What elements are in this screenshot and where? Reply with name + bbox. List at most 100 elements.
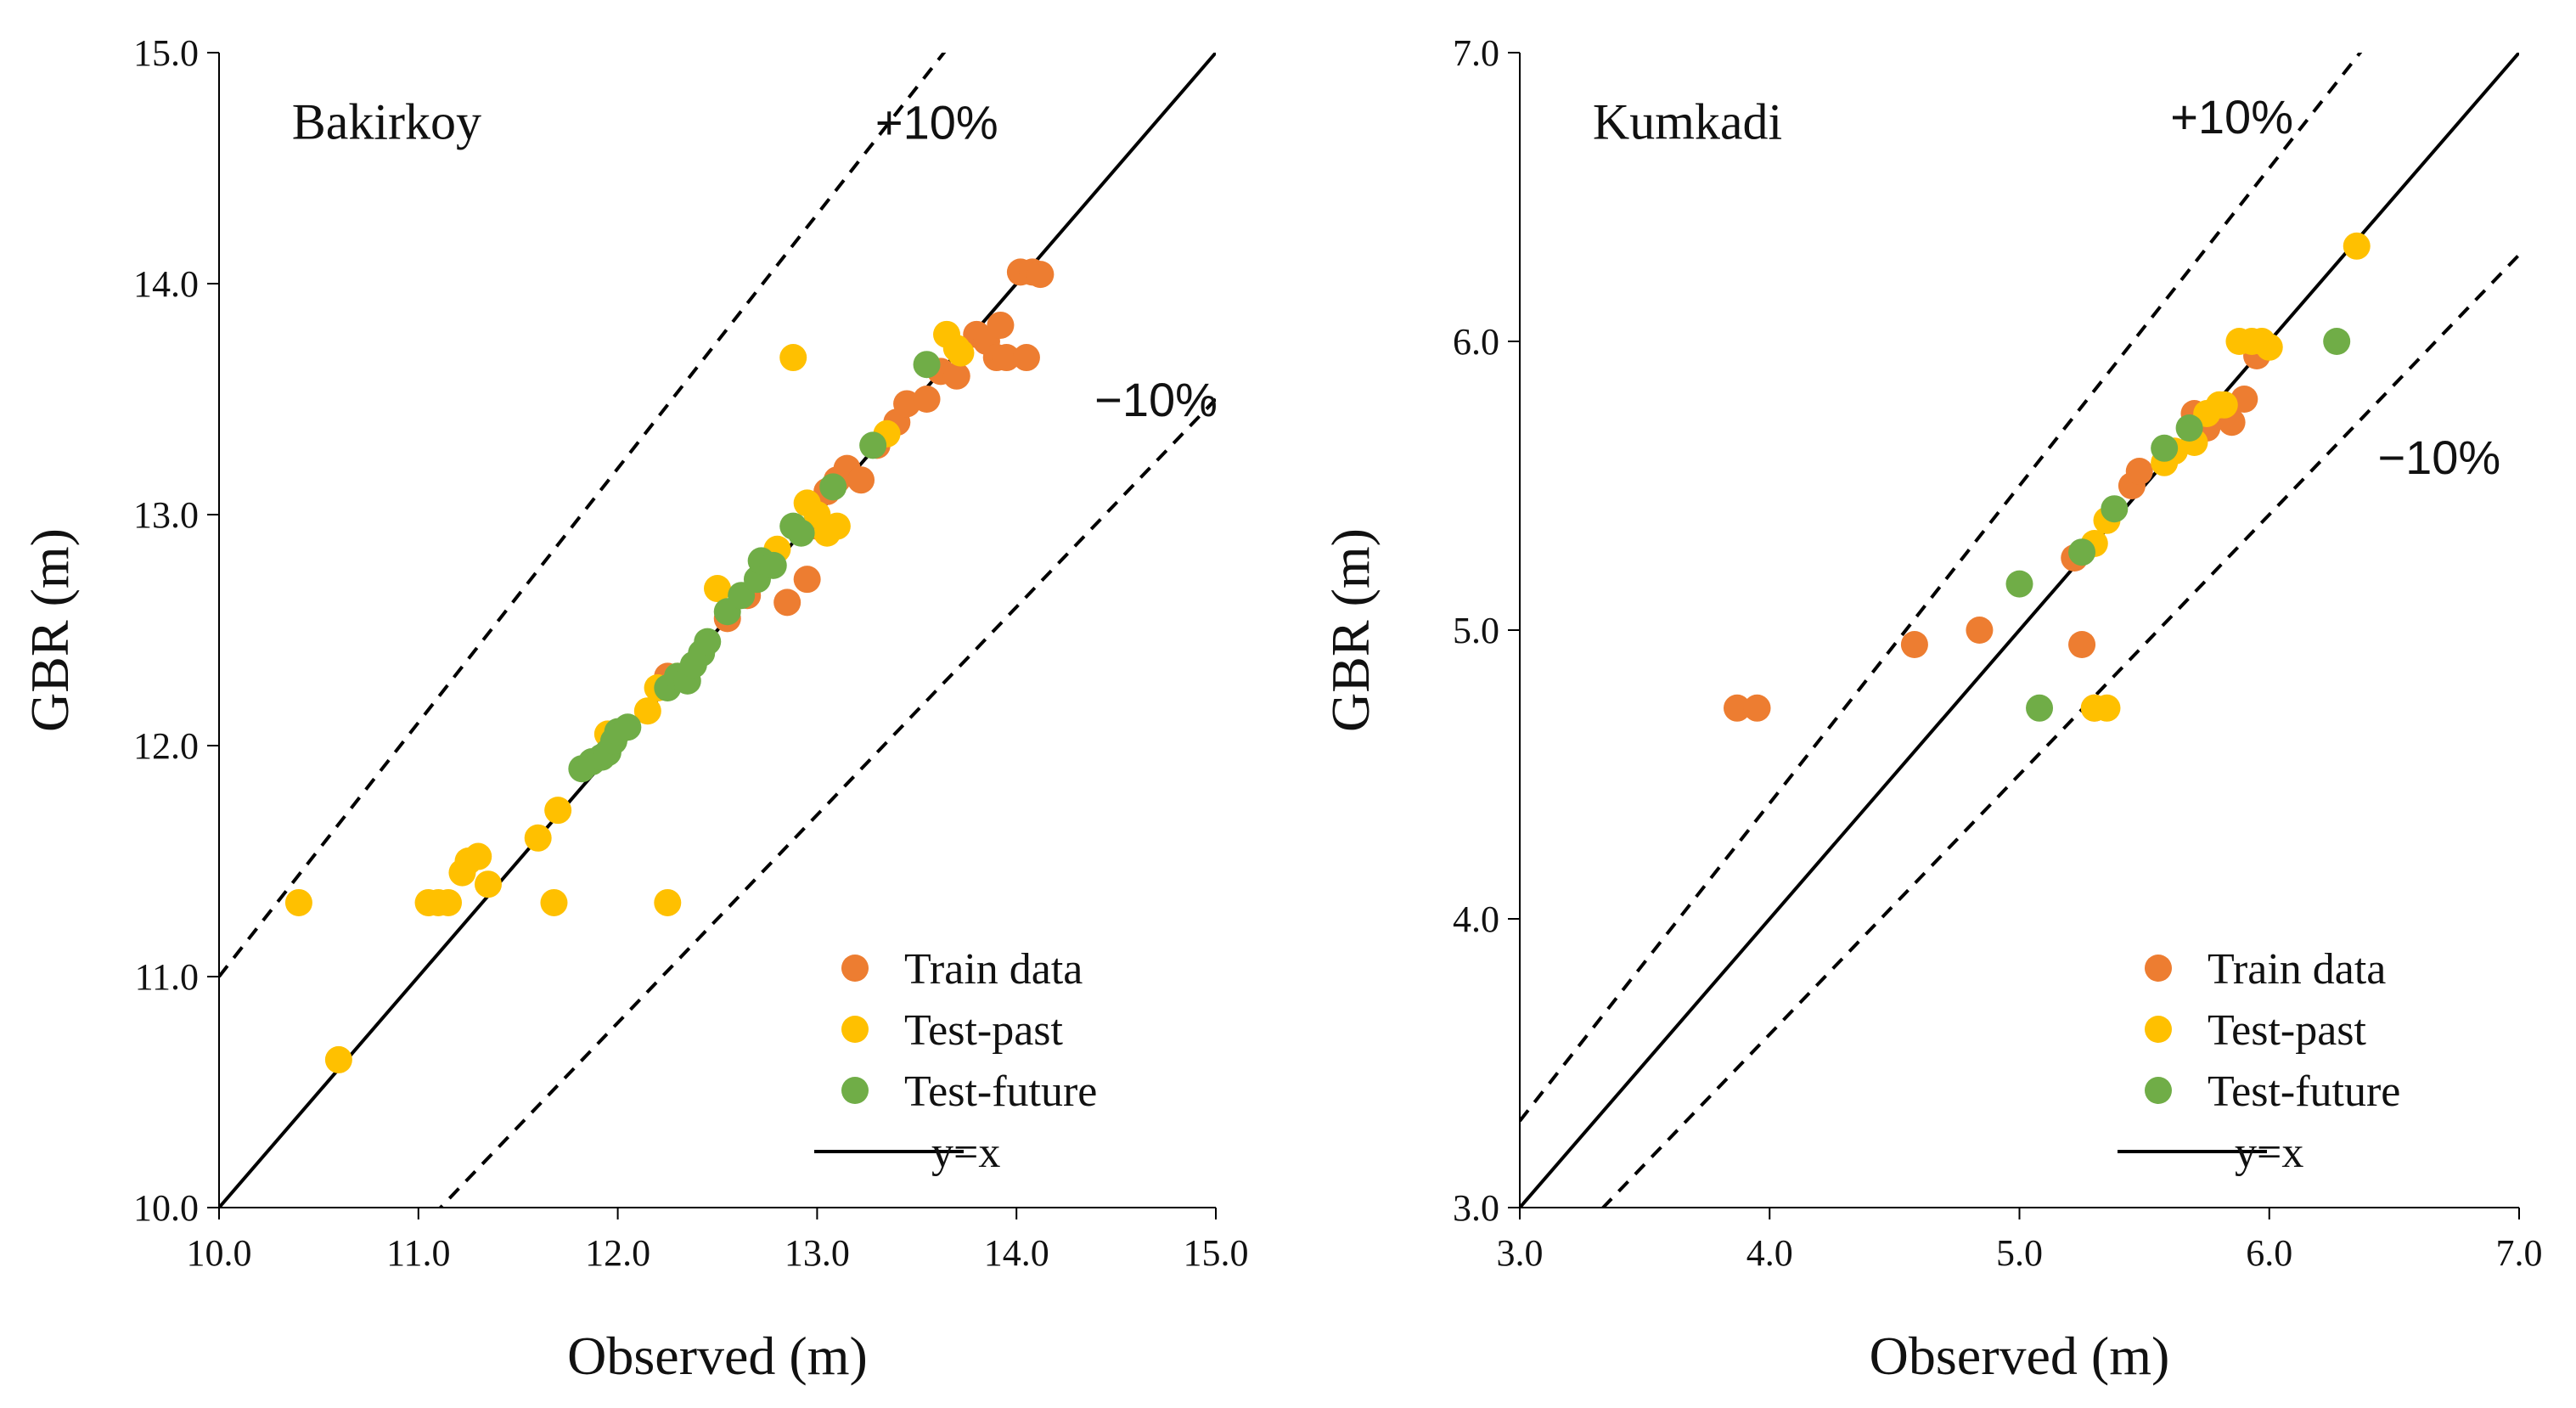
- x-tick-label: 7.0: [2496, 1232, 2543, 1274]
- data-point: [1723, 694, 1751, 722]
- legend-label: Train data: [2208, 945, 2386, 994]
- data-point: [2005, 570, 2033, 598]
- data-points: [1723, 232, 2371, 722]
- x-tick-label: 13.0: [785, 1232, 850, 1274]
- legend-marker: [2145, 1077, 2172, 1104]
- identity-line: [1520, 53, 2519, 1208]
- data-point: [2068, 631, 2096, 658]
- data-point: [2343, 232, 2371, 260]
- legend-label: Test-future: [904, 1067, 1097, 1116]
- data-point: [2210, 391, 2238, 419]
- minus10-label: −10%: [1094, 373, 1218, 426]
- legend-label: Test-future: [2208, 1067, 2400, 1116]
- data-point: [942, 362, 970, 390]
- chart-panel-0: 10.0 11.0 12.0 13.0 14.0 15.0 10.0 11.0 12.0 13.0…: [20, 32, 1249, 1386]
- x-axis-title: Observed (m): [567, 1326, 868, 1386]
- x-tick-label: 5.0: [1996, 1232, 2043, 1274]
- data-point: [524, 824, 552, 852]
- data-point: [779, 344, 807, 372]
- data-point: [2175, 414, 2203, 442]
- data-point: [544, 797, 572, 825]
- panel-label: Bakirkoy: [292, 94, 481, 150]
- legend-marker: [2145, 955, 2172, 982]
- data-point: [787, 519, 815, 547]
- data-point: [793, 566, 821, 594]
- data-point: [2255, 333, 2283, 361]
- y-tick-label: 12.0: [133, 725, 199, 767]
- data-point: [2093, 694, 2121, 722]
- x-tick-label: 15.0: [1184, 1232, 1249, 1274]
- x-tick-label: 10.0: [187, 1232, 252, 1274]
- minus10-line: [1600, 253, 2519, 1208]
- x-tick-label: 6.0: [2246, 1232, 2292, 1274]
- legend-label: Test-past: [904, 1006, 1064, 1055]
- reference-lines: [219, 53, 1216, 1208]
- plus10-label: +10%: [875, 96, 998, 149]
- minus10-line: [438, 397, 1216, 1208]
- data-point: [993, 344, 1021, 372]
- data-point: [2125, 458, 2153, 485]
- data-point: [847, 466, 875, 494]
- y-tick-label: 3.0: [1453, 1187, 1499, 1229]
- y-tick-label: 11.0: [135, 956, 199, 998]
- legend-marker: [841, 955, 869, 982]
- series-test-future: [568, 351, 941, 783]
- data-point: [823, 512, 851, 540]
- data-point: [987, 311, 1015, 339]
- data-point: [540, 888, 568, 916]
- y-axis-title: GBR (m): [20, 528, 80, 732]
- legend-label: Train data: [904, 945, 1083, 994]
- data-point: [913, 351, 941, 379]
- series-train-data: [654, 258, 1055, 690]
- y-tick-label: 5.0: [1453, 610, 1499, 651]
- data-point: [633, 697, 661, 725]
- data-point: [324, 1045, 352, 1073]
- data-point: [2323, 328, 2351, 355]
- data-point: [1966, 617, 1994, 644]
- data-point: [773, 589, 801, 617]
- series-test-future: [2005, 328, 2351, 722]
- data-point: [2068, 538, 2096, 566]
- y-tick-label: 15.0: [133, 32, 199, 74]
- x-tick-label: 11.0: [386, 1232, 450, 1274]
- chart-panel-1: 3.0 4.0 5.0 6.0 7.0 3.0 4.0 5.0 6.0 7.0 Observed (…: [1320, 32, 2543, 1386]
- x-tick-label: 3.0: [1497, 1232, 1544, 1274]
- series-train-data: [1723, 342, 2271, 722]
- legend-marker: [841, 1077, 869, 1104]
- data-point: [2101, 495, 2129, 523]
- y-tick-label: 7.0: [1453, 32, 1499, 74]
- data-point: [1026, 261, 1055, 289]
- y-tick-label: 10.0: [133, 1187, 199, 1229]
- data-point: [1900, 631, 1928, 658]
- x-tick-label: 14.0: [984, 1232, 1049, 1274]
- legend-label: y=x: [2235, 1129, 2303, 1177]
- data-point: [2151, 434, 2179, 462]
- y-tick-label: 13.0: [133, 494, 199, 536]
- legend-label: Test-past: [2208, 1006, 2367, 1055]
- data-point: [704, 575, 731, 603]
- x-tick-label: 12.0: [585, 1232, 650, 1274]
- data-point: [913, 386, 941, 413]
- data-point: [859, 431, 887, 459]
- identity-line: [219, 53, 1216, 1208]
- plus10-line: [1520, 53, 2363, 1123]
- x-axis-title: Observed (m): [1870, 1326, 2170, 1386]
- data-point: [2026, 694, 2054, 722]
- x-tick-label: 4.0: [1746, 1232, 1793, 1274]
- data-point: [819, 473, 847, 501]
- legend: Train data Test-past Test-future y=x: [814, 945, 1097, 1177]
- series-test-past: [2080, 232, 2371, 722]
- data-point: [474, 870, 502, 898]
- panel-label: Kumkadi: [1593, 94, 1782, 150]
- plus10-label: +10%: [2170, 90, 2293, 144]
- legend-marker: [2145, 1016, 2172, 1043]
- y-tick-label: 4.0: [1453, 898, 1499, 940]
- y-tick-label: 6.0: [1453, 321, 1499, 363]
- data-point: [1743, 694, 1771, 722]
- data-point: [284, 888, 312, 916]
- data-point: [464, 842, 492, 870]
- data-point: [614, 713, 642, 741]
- data-point: [654, 888, 682, 916]
- legend-label: y=x: [931, 1129, 1000, 1177]
